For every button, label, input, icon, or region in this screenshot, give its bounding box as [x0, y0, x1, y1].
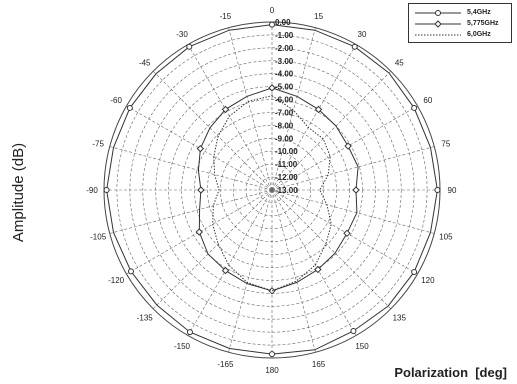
angle-tick-label: -30 [176, 30, 188, 39]
legend-label-0: 5,4GHz [467, 9, 491, 16]
series-0-point [126, 104, 133, 111]
grid-spoke-2 [271, 44, 357, 191]
grid-spoke-4 [271, 105, 418, 191]
series-1-point [344, 142, 352, 150]
grid-ring-8 [207, 125, 337, 255]
legend: 5,4GHz 5,775GHz 6,0GHz [408, 3, 512, 43]
series-0-point [269, 21, 275, 28]
series-1-point [221, 105, 230, 114]
grid-spoke-1 [271, 27, 316, 191]
legend-entry-2: 6,0GHz [409, 29, 513, 41]
angle-tick-label: -120 [108, 276, 125, 285]
series-1-point [268, 287, 276, 295]
grid-spoke-17 [109, 189, 273, 234]
series-0-point [127, 268, 134, 275]
angle-tick-label: 105 [439, 233, 453, 242]
series-1-point [314, 105, 323, 114]
angle-tick-label: -135 [137, 313, 154, 322]
grid-spoke-8 [271, 189, 418, 275]
series-1-point [221, 266, 230, 275]
grid-spoke-16 [126, 189, 273, 275]
grid-spoke-19 [109, 146, 273, 191]
series-1-point [196, 144, 205, 153]
series-0-point [269, 351, 275, 358]
legend-label-1: 5,775GHz [467, 20, 499, 27]
angle-tick-label: 120 [421, 276, 435, 285]
series-1-point [268, 84, 276, 92]
angle-tick-label: -105 [90, 233, 107, 242]
angle-tick-label: -45 [139, 59, 151, 68]
angle-tick-label: -90 [86, 186, 98, 195]
series-0-point [103, 187, 110, 193]
angle-tick-label: -165 [217, 360, 234, 369]
series-1-point [197, 186, 205, 194]
angle-tick-label: 90 [448, 186, 457, 195]
grid-spoke-5 [271, 146, 435, 191]
series-0-point [434, 187, 441, 193]
radial-tick-label: -10.00 [275, 147, 298, 156]
legend-entry-0: 5,4GHz [409, 7, 513, 19]
grid-spoke-15 [152, 189, 273, 310]
radial-tick-label: -4.00 [275, 70, 294, 79]
series-1-point [314, 265, 322, 274]
grid-spoke-9 [271, 189, 392, 310]
radial-tick-label: -11.00 [275, 160, 298, 169]
angle-tick-label: 0 [270, 6, 275, 15]
series-0-point [350, 328, 357, 335]
radial-tick-label: -3.00 [275, 57, 294, 66]
grid-spoke-13 [228, 189, 273, 353]
angle-tick-label: -60 [110, 96, 122, 105]
legend-entry-1: 5,775GHz [409, 18, 513, 30]
radial-tick-label: -12.00 [275, 173, 298, 182]
radial-tick-label: -7.00 [275, 108, 294, 117]
angle-tick-label: -15 [220, 12, 232, 21]
radial-tick-label: -9.00 [275, 134, 294, 143]
radial-tick-label: -13.00 [275, 186, 298, 195]
series-0-point [186, 329, 193, 336]
angle-tick-label: 75 [441, 139, 450, 148]
grid-spoke-3 [271, 70, 392, 191]
angle-tick-label: 30 [358, 30, 367, 39]
grid-ring-3 [142, 60, 402, 320]
radial-tick-label: 0.00 [275, 18, 291, 27]
series-1-point [195, 228, 203, 236]
angle-tick-label: 60 [423, 96, 432, 105]
series-0-point [351, 43, 358, 50]
angle-tick-label: 150 [355, 342, 369, 351]
radial-tick-label: -5.00 [275, 83, 294, 92]
grid-spoke-21 [152, 70, 273, 191]
y-axis-label: Amplitude (dB) [10, 142, 28, 242]
y-axis-label-container: Amplitude (dB) [4, 0, 34, 384]
radial-tick-label: -2.00 [275, 44, 294, 53]
grid-spoke-20 [126, 105, 273, 191]
series-1-point [343, 229, 351, 237]
angle-tick-label: 135 [393, 313, 407, 322]
legend-swatch-0 [415, 10, 461, 16]
series-0-point [411, 269, 418, 276]
grid-spoke-22 [187, 44, 273, 191]
grid-spoke-23 [228, 27, 273, 191]
radial-tick-label: -8.00 [275, 121, 294, 130]
series-0-point [411, 104, 418, 111]
grid-spoke-10 [271, 189, 357, 336]
x-axis-label: Polarization [deg] [394, 365, 507, 380]
radial-tick-label: -6.00 [275, 96, 294, 105]
grid-ring-10 [232, 150, 312, 230]
angle-tick-label: 45 [395, 59, 404, 68]
legend-label-2: 6,0GHz [467, 31, 491, 38]
series-1-point [352, 186, 360, 194]
angle-tick-label: 180 [265, 366, 279, 375]
angle-tick-label: -75 [92, 139, 104, 148]
series-0-point [186, 43, 193, 50]
grid-spoke-7 [271, 189, 435, 234]
grid-spoke-11 [271, 189, 316, 353]
grid-spoke-14 [187, 189, 273, 336]
radial-tick-label: -1.00 [275, 31, 294, 40]
angle-tick-label: -150 [174, 342, 191, 351]
angle-tick-label: 165 [312, 360, 326, 369]
legend-swatch-2 [415, 34, 461, 36]
legend-swatch-1 [415, 20, 461, 28]
angle-tick-label: 15 [314, 12, 323, 21]
